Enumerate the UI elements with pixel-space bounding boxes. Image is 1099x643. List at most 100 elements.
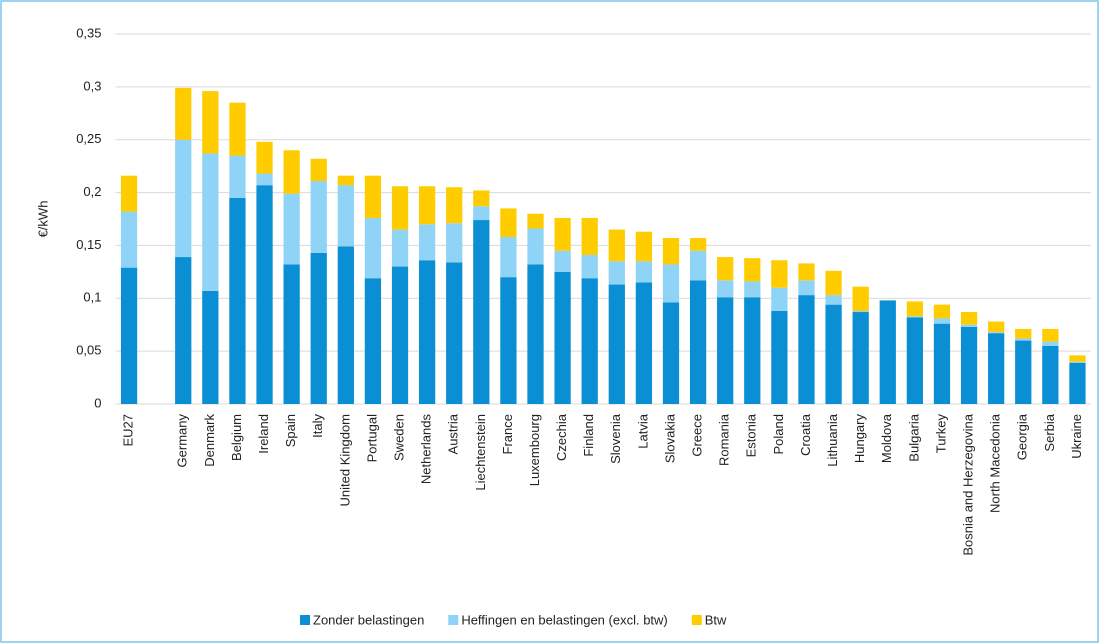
bar-segment [608,261,625,285]
bar-segment [554,217,571,251]
legend-swatch [691,615,702,625]
bar-segment [933,318,951,324]
bar-segment [1042,341,1059,346]
bar-segment [689,250,707,281]
bar-segment [256,141,273,174]
bar-segment [906,316,923,318]
bar-segment [771,260,788,288]
bar-segment [1069,355,1086,362]
x-tick-label: Denmark [202,414,217,467]
x-tick-label: Greece [690,414,705,457]
bar-segment [473,206,490,221]
x-tick-label: Latvia [635,413,650,448]
x-tick-label: Georgia [1015,413,1030,460]
bar-segment [446,223,463,263]
bar-segment [418,260,436,404]
x-tick-label: France [500,414,515,454]
bar-segment [662,302,680,404]
bar-segment [581,278,598,404]
bar-segment [771,287,788,311]
bar-segment [202,290,219,404]
legend-label: Heffingen en belastingen (excl. btw) [461,612,667,627]
x-tick-label: Belgium [229,414,244,461]
bar-segment [391,266,409,404]
bar-segment [825,295,842,305]
bar-segment [1015,338,1032,341]
bar-segment [310,158,327,181]
bar-segment [256,185,273,404]
x-tick-label: Ukraine [1069,414,1084,459]
x-tick-label: Finland [581,414,596,457]
y-tick-label: 0,2 [83,184,101,199]
bar-segment [798,263,815,281]
bar-segment [1042,328,1059,342]
bar-segment [175,257,192,404]
bar-segment [446,187,463,224]
x-tick-label: Croatia [798,413,813,456]
bar-segment [283,150,300,194]
x-tick-label: Romania [717,413,732,466]
x-tick-label: Poland [771,414,786,454]
bar-segment [1069,362,1086,404]
bar-segment [798,280,815,296]
legend-swatch [300,615,310,625]
bar-segment [988,332,1005,334]
x-tick-label: Luxembourg [527,414,542,486]
x-tick-label: Bosnia and Herzegovina [961,413,976,555]
x-tick-label: Germany [175,414,190,468]
bar-segment [391,229,409,267]
bar-segment [771,310,788,404]
x-tick-label: Lithuania [825,413,840,467]
bar-segment [744,281,761,298]
bar-segment [229,102,246,156]
y-tick-label: 0,25 [76,131,101,146]
x-tick-label: North Macedonia [988,413,1003,513]
bar-segment [500,236,517,278]
bar-segment [202,91,219,154]
x-tick-label: United Kingdom [337,414,352,507]
bar-segment [744,297,761,404]
bar-segment [120,175,138,212]
bar-segment [310,180,327,253]
bar-segment [391,186,409,230]
x-tick-label: Sweden [391,414,406,461]
bar-segment [798,295,815,404]
bar-segment [852,286,869,311]
x-tick-label: Ireland [256,414,271,454]
y-tick-label: 0,35 [76,25,101,40]
x-tick-label: Bulgaria [906,413,921,461]
x-tick-label: Austria [446,413,461,454]
x-tick-label: Slovakia [662,413,677,463]
y-tick-label: 0 [94,395,101,410]
x-tick-label: Liechtenstein [473,414,488,491]
bar-segment [635,261,653,283]
bar-segment [364,217,382,279]
bar-segment [906,317,923,404]
bar-segment [960,312,978,325]
bar-segment [364,175,382,218]
bar-segment [283,264,300,404]
x-tick-label: Turkey [933,414,948,454]
bar-segment [202,153,219,291]
y-tick-label: 0,1 [83,290,101,305]
bar-segment [1015,328,1032,339]
bar-segment [500,277,517,404]
bar-segment [879,300,896,404]
x-tick-label: Portugal [364,414,379,463]
y-axis-label: €/kWh [35,201,50,238]
bar-segment [825,304,842,404]
bar-segment [1042,345,1059,404]
x-tick-label: Italy [310,414,325,438]
bar-segment [717,280,734,298]
legend-swatch [448,615,459,625]
bar-segment [229,197,246,404]
bar-segment [120,267,138,404]
bar-segment [527,264,544,404]
bar-segment [635,282,653,404]
bar-segment [229,155,246,198]
bar-segment [364,278,382,404]
bar-segment [500,208,517,237]
x-tick-label: Slovenia [608,413,623,464]
x-tick-label: Netherlands [419,414,434,485]
bar-segment [418,224,436,261]
